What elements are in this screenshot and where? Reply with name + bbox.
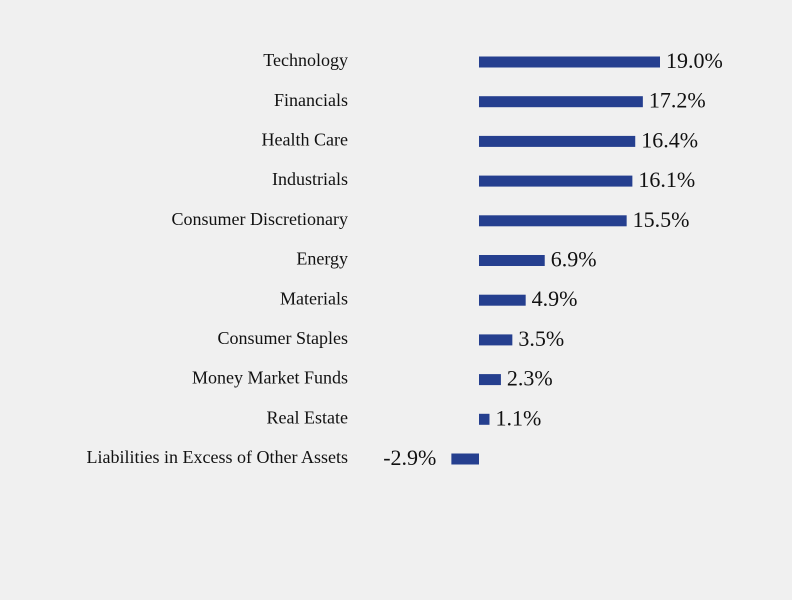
bar — [479, 56, 660, 68]
value-label: 4.9% — [532, 286, 578, 311]
value-label: 15.5% — [633, 207, 690, 232]
category-label: Industrials — [272, 169, 348, 189]
bar — [479, 334, 513, 346]
value-label: -2.9% — [383, 445, 436, 470]
category-label: Liabilities in Excess of Other Assets — [87, 447, 348, 467]
value-label: 6.9% — [551, 247, 597, 272]
value-label: 17.2% — [649, 88, 706, 113]
value-label: 3.5% — [518, 326, 564, 351]
category-label: Consumer Staples — [218, 328, 349, 348]
bar — [479, 175, 633, 187]
category-label: Consumer Discretionary — [172, 209, 348, 229]
bar — [479, 255, 545, 266]
value-label: 16.1% — [638, 167, 695, 192]
value-label: 19.0% — [666, 48, 723, 73]
category-label: Technology — [263, 50, 348, 70]
category-label: Money Market Funds — [192, 368, 348, 388]
bar — [451, 453, 479, 465]
category-label: Financials — [274, 90, 348, 110]
category-label: Real Estate — [267, 407, 348, 427]
category-label: Health Care — [262, 130, 348, 150]
value-label: 16.4% — [641, 127, 698, 152]
bar — [479, 413, 490, 425]
bar — [479, 215, 627, 227]
category-label: Energy — [296, 249, 348, 269]
bar — [479, 374, 501, 386]
value-label: 2.3% — [507, 366, 553, 391]
value-label: 1.1% — [495, 405, 541, 430]
bar — [479, 96, 643, 108]
bar — [479, 135, 636, 147]
category-label: Materials — [280, 288, 348, 308]
bar — [479, 294, 526, 306]
